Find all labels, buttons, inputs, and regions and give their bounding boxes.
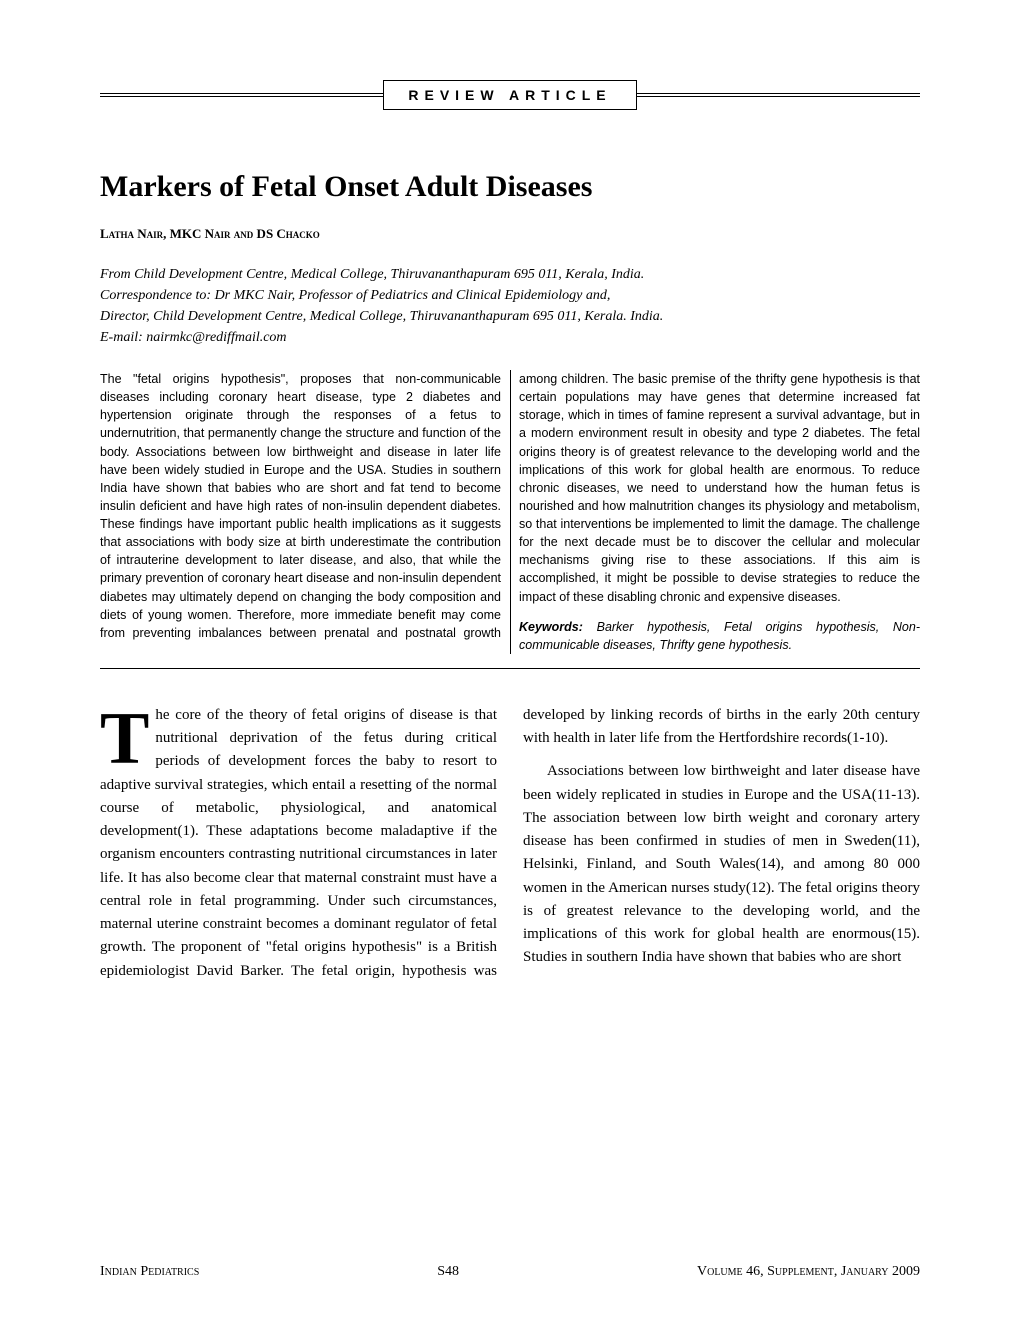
issue-info: Volume 46, Supplement, January 2009: [697, 1264, 920, 1280]
keywords-label: Keywords:: [519, 620, 597, 634]
dropcap: T: [100, 704, 155, 771]
body-paragraph-2: Associations between low birthweight and…: [523, 760, 920, 969]
page-number: S48: [437, 1264, 459, 1280]
affiliation-line: E-mail: nairmkc@rediffmail.com: [100, 327, 920, 348]
affiliation-line: From Child Development Centre, Medical C…: [100, 264, 920, 285]
section-header: REVIEW ARTICLE: [100, 80, 920, 110]
abstract-section: The "fetal origins hypothesis", proposes…: [100, 370, 920, 669]
section-label: REVIEW ARTICLE: [383, 80, 636, 110]
rule-right: [637, 93, 920, 97]
page-footer: Indian Pediatrics S48 Volume 46, Supplem…: [100, 1264, 920, 1280]
keywords-block: Keywords: Barker hypothesis, Fetal origi…: [519, 618, 920, 654]
affiliation-line: Correspondence to: Dr MKC Nair, Professo…: [100, 285, 920, 306]
abstract-text: The "fetal origins hypothesis", proposes…: [100, 372, 920, 640]
body-text: The core of the theory of fetal origins …: [100, 704, 920, 983]
journal-name: Indian Pediatrics: [100, 1264, 199, 1280]
affiliation-block: From Child Development Centre, Medical C…: [100, 264, 920, 348]
authors: Latha Nair, MKC Nair and DS Chacko: [100, 226, 920, 242]
affiliation-line: Director, Child Development Centre, Medi…: [100, 306, 920, 327]
rule-left: [100, 93, 383, 97]
article-title: Markers of Fetal Onset Adult Diseases: [100, 170, 920, 204]
abstract-columns: The "fetal origins hypothesis", proposes…: [100, 370, 920, 654]
